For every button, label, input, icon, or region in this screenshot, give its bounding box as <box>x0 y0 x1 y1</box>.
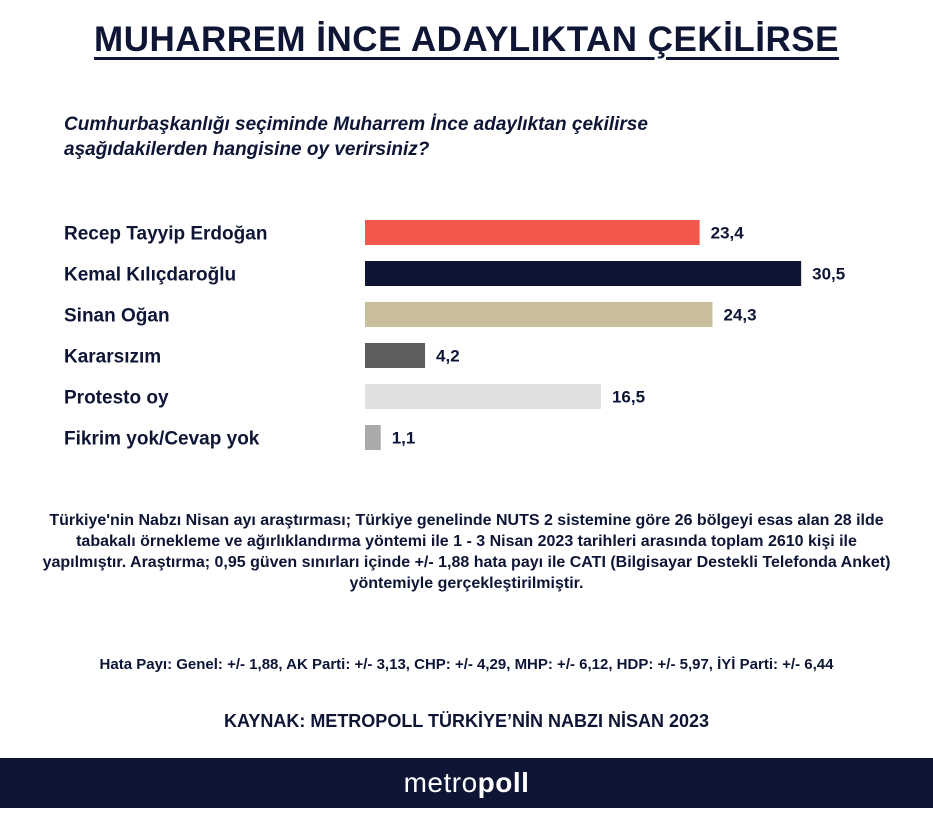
category-label: Fikrim yok/Cevap yok <box>64 429 260 450</box>
value-label: 1,1 <box>392 429 416 448</box>
subtitle-line-1: Cumhurbaşkanlığı seçiminde Muharrem İnce… <box>64 114 648 135</box>
bar-6 <box>365 425 381 450</box>
value-label: 16,5 <box>612 388 645 407</box>
bar-3 <box>365 302 713 327</box>
question-subtitle: Cumhurbaşkanlığı seçiminde Muharrem İnce… <box>64 112 784 162</box>
category-label: Recep Tayyip Erdoğan <box>64 224 267 245</box>
bar-1 <box>365 220 700 245</box>
value-label: 24,3 <box>723 306 756 325</box>
page-title: MUHARREM İNCE ADAYLIKTAN ÇEKİLİRSE <box>0 20 933 60</box>
category-label: Sinan Oğan <box>64 306 170 327</box>
bar-5 <box>365 384 601 409</box>
bar-4 <box>365 343 426 368</box>
methodology-note: Türkiye'nin Nabzı Nisan ayı araştırması;… <box>42 512 891 592</box>
category-label: Kemal Kılıçdaroğlu <box>64 265 236 286</box>
subtitle-line-2: aşağıdakilerden hangisine oy verirsiniz? <box>64 139 430 160</box>
value-label: 30,5 <box>812 265 845 284</box>
value-label: 4,2 <box>436 347 460 366</box>
category-label: Kararsızım <box>64 347 161 368</box>
value-label: 23,4 <box>711 224 745 243</box>
metropoll-logo: metropoll <box>404 767 530 799</box>
page-title-text: MUHARREM İNCE ADAYLIKTAN ÇEKİLİRSE <box>94 20 839 59</box>
logo-part-poll: poll <box>477 767 530 798</box>
logo-part-metro: metro <box>403 767 478 798</box>
category-label: Protesto oy <box>64 388 169 409</box>
footer-bar: metropoll <box>0 758 933 808</box>
bar-chart: Recep Tayyip Erdoğan 23,4 Kemal Kılıçdaroğ… <box>64 220 845 450</box>
bar-2 <box>365 261 802 286</box>
margin-of-error-note: Hata Payı: Genel: +/- 1,88, AK Parti: +/… <box>99 656 834 673</box>
source-line: KAYNAK: METROPOLL TÜRKİYE’NİN NABZI NİSA… <box>223 711 710 731</box>
